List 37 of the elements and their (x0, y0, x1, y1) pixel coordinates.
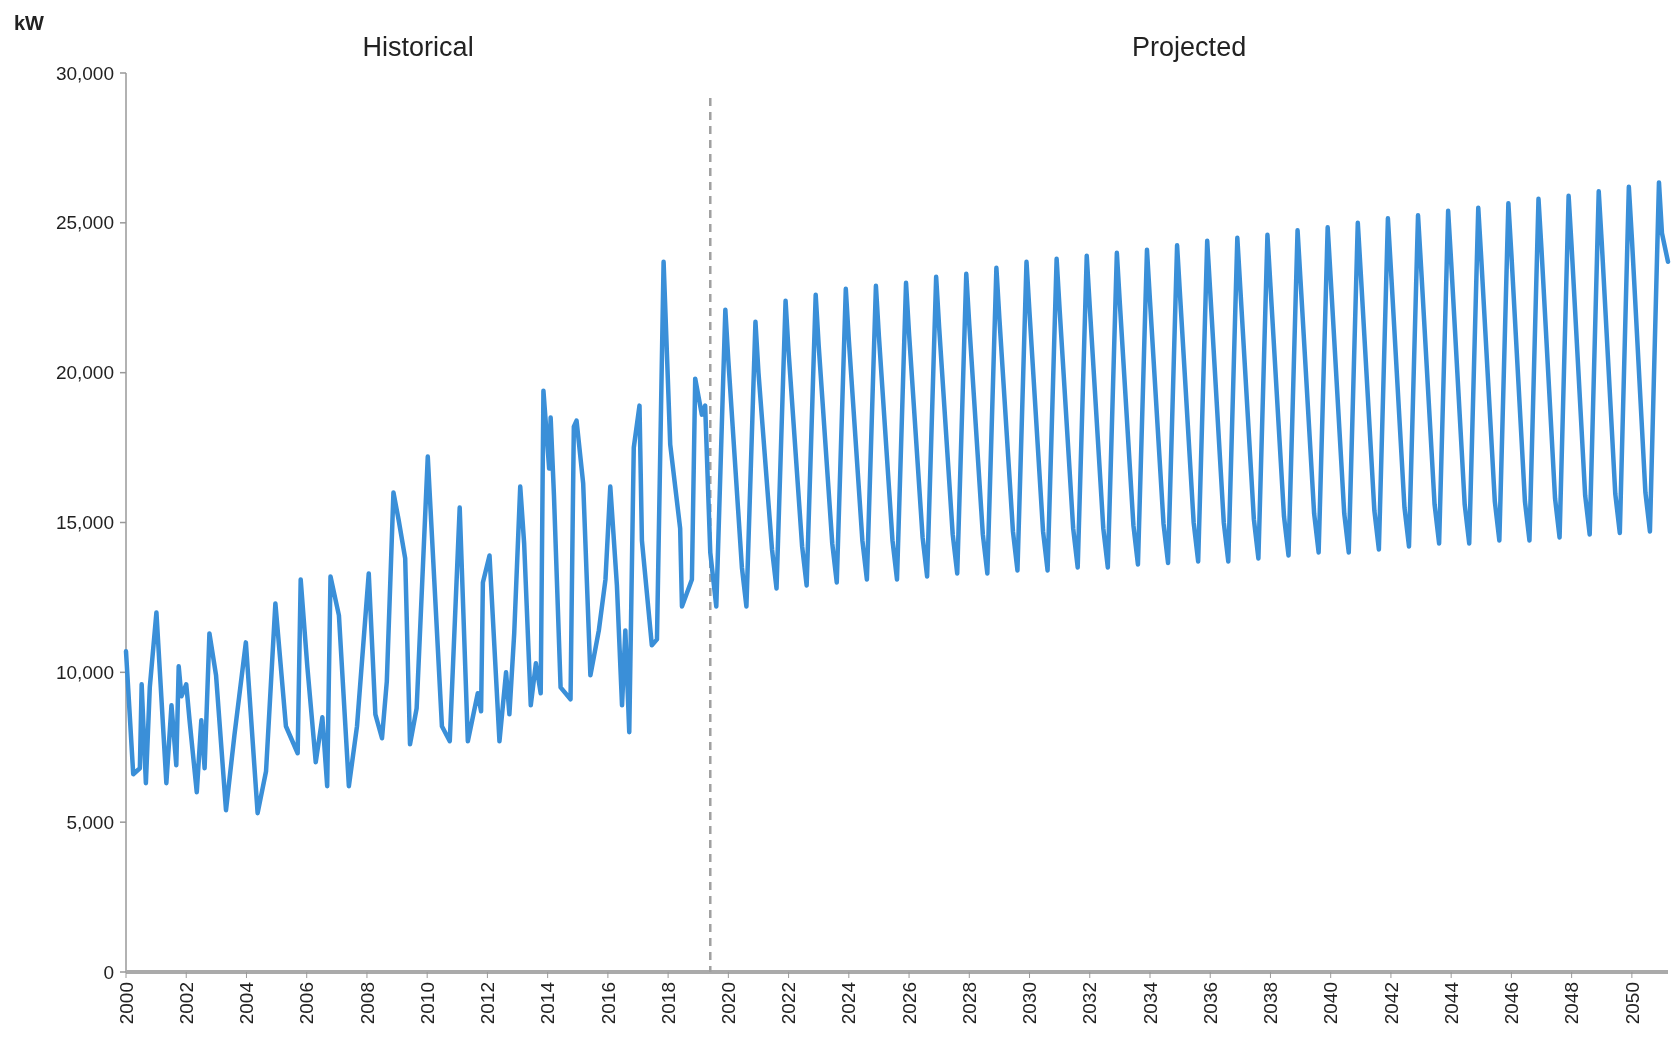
text: Projected (1132, 32, 1247, 62)
x-tick-label: 2034 (1139, 981, 1161, 1025)
x-tick-label: 2030 (1019, 982, 1041, 1025)
text: Historical (362, 32, 474, 62)
x-tick-label: 2032 (1079, 982, 1101, 1025)
x-tick-label: 2018 (657, 982, 679, 1025)
x-tick-label: 2000 (115, 982, 137, 1025)
x-tick-label: 2048 (1561, 982, 1583, 1025)
x-tick-label: 2038 (1260, 982, 1282, 1025)
x-tick-label: 2050 (1621, 982, 1643, 1025)
x-tick-label: 2010 (416, 982, 438, 1025)
y-tick-label: 15,000 (55, 512, 114, 534)
y-tick-label: 5,000 (66, 811, 114, 833)
y-axis-title: kW (14, 12, 45, 34)
x-tick-label: 2036 (1199, 982, 1221, 1025)
line-series (123, 180, 1671, 816)
x-tick-label: 2014 (537, 981, 559, 1025)
x-tick-label: 2022 (778, 982, 800, 1025)
y-tick-label: 0 (103, 961, 114, 983)
x-tick-label: 2028 (958, 982, 980, 1025)
x-tick-label: 2012 (477, 982, 499, 1025)
x-tick-label: 2004 (236, 981, 258, 1025)
y-tick-label: 20,000 (55, 362, 114, 384)
x-tick-label: 2016 (597, 982, 619, 1025)
x-tick-label: 2044 (1440, 981, 1462, 1025)
x-tick-label: 2008 (356, 982, 378, 1025)
x-tick-label: 2040 (1320, 982, 1342, 1025)
x-tick-label: 2046 (1501, 982, 1523, 1025)
x-tick-label: 2006 (296, 982, 318, 1025)
y-tick-label: 10,000 (55, 661, 114, 683)
x-tick-label: 2002 (175, 982, 197, 1025)
x-tick-label: 2026 (898, 982, 920, 1025)
y-tick-label: 30,000 (55, 62, 114, 84)
x-tick-label: 2042 (1380, 982, 1402, 1025)
y-tick-label: 25,000 (55, 212, 114, 234)
x-tick-label: 2020 (717, 982, 739, 1025)
x-tick-label: 2024 (838, 981, 860, 1025)
